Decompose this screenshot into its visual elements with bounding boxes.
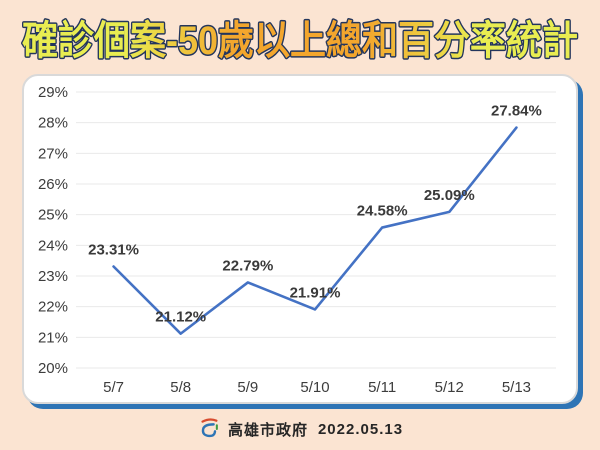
page-title-svg: 確診個案-50歲以上總和百分率統計 [21,18,580,65]
y-axis-tick-label: 28% [38,115,68,132]
page-title: 確診個案-50歲以上總和百分率統計 [22,19,578,63]
y-axis-tick-label: 27% [38,145,68,162]
chart-card: 20% 21% 22% 23% 24% 25% 26% 27% 28% 29% 5/7 5/8 5/9 5… [22,74,578,404]
line-chart: 20% 21% 22% 23% 24% 25% 26% 27% 28% 29% 5/7 5/8 5/9 5… [38,84,556,396]
data-point-label: 22.79% [222,257,273,274]
report-date: 2022.05.13 [317,420,404,438]
y-axis-tick-label: 20% [38,360,68,377]
data-point-label: 21.12% [155,309,206,326]
x-axis-tick-label: 5/11 [368,379,396,396]
y-axis-tick-label: 26% [38,176,68,193]
y-axis-tick-label: 21% [38,329,68,346]
y-axis-tick-label: 25% [38,207,68,224]
y-axis-tick-label: 24% [38,237,68,254]
x-axis-tick-label: 5/9 [237,379,258,396]
trend-line [112,126,518,335]
x-axis-tick-label: 5/8 [170,379,191,396]
x-axis-tick-label: 5/12 [435,379,464,396]
data-point-label: 24.58% [357,203,408,220]
x-axis-tick-label: 5/13 [502,379,531,396]
data-point-label: 23.31% [88,241,139,258]
y-axis-tick-label: 29% [38,84,68,101]
x-axis-tick-label: 5/7 [103,379,124,396]
data-point-label: 21.91% [290,284,341,301]
data-point-label: 27.84% [491,103,542,120]
data-point-label: 25.09% [424,187,475,204]
x-axis-tick-label: 5/10 [300,379,329,396]
title-banner: 確診個案-50歲以上總和百分率統計 [0,0,600,68]
y-axis-tick-label: 22% [38,299,68,316]
kaohsiung-logo-icon [201,418,218,438]
footer: 高雄市政府 2022.05.13 [0,417,600,441]
y-axis-tick-label: 23% [38,268,68,285]
org-name: 高雄市政府 [227,421,308,439]
